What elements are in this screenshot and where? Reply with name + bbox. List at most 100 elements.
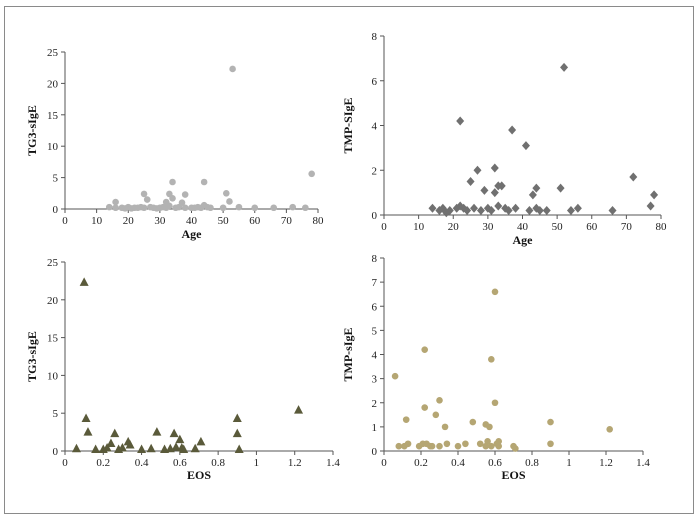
x-tick-label: 0.4 — [135, 457, 149, 469]
data-point — [441, 423, 449, 431]
y-tick-label: 2 — [372, 398, 378, 410]
data-point — [487, 206, 496, 216]
data-point — [504, 206, 513, 216]
x-tick-label: 40 — [186, 215, 198, 227]
data-point — [166, 202, 173, 210]
y-tick-label: 15 — [47, 110, 59, 122]
y-axis-label: TMP-sIgE — [341, 328, 355, 382]
data-point — [480, 185, 489, 195]
data-point — [511, 203, 520, 213]
x-tick-label: 0.8 — [211, 457, 225, 469]
y-tick-label: 5 — [53, 408, 59, 420]
data-point — [105, 203, 113, 211]
data-point — [573, 203, 582, 213]
data-point — [421, 346, 429, 353]
x-tick-label: 0.4 — [451, 457, 465, 469]
data-point — [181, 204, 189, 212]
data-point — [178, 199, 186, 207]
data-point — [421, 404, 429, 411]
data-point — [436, 442, 443, 450]
data-point — [608, 206, 617, 216]
data-point — [486, 423, 493, 431]
data-point — [229, 65, 236, 73]
y-tick-label: 15 — [47, 333, 59, 345]
data-point — [443, 440, 451, 448]
x-axis-label: EOS — [187, 468, 211, 482]
data-point — [200, 178, 208, 186]
x-tick-label: 40 — [517, 221, 529, 233]
x-tick-label: 30 — [482, 221, 494, 233]
data-point — [547, 440, 554, 448]
data-point — [497, 181, 506, 191]
data-point — [547, 418, 554, 426]
data-point — [528, 190, 537, 200]
x-tick-label: 1.2 — [599, 457, 613, 469]
data-point — [488, 356, 495, 363]
data-point — [171, 442, 181, 451]
y-tick-label: 0 — [372, 210, 378, 222]
y-tick-label: 25 — [47, 257, 59, 269]
x-tick-label: 0.8 — [525, 457, 539, 469]
data-point — [140, 204, 148, 212]
x-tick-label: 0 — [62, 457, 68, 469]
data-point — [169, 428, 179, 438]
data-point — [512, 445, 519, 452]
data-point — [454, 442, 462, 450]
data-point — [143, 196, 151, 203]
data-point — [137, 444, 147, 453]
data-point — [83, 427, 93, 436]
data-point — [181, 191, 189, 198]
y-tick-label: 10 — [47, 370, 59, 382]
data-point — [81, 413, 91, 422]
x-tick-label: 0.6 — [173, 457, 187, 469]
data-point — [542, 206, 551, 216]
data-point — [428, 442, 436, 450]
data-point — [532, 183, 541, 193]
data-point — [112, 198, 119, 206]
data-point — [508, 125, 517, 135]
y-axis-label: TG3-sIgE — [25, 331, 39, 382]
y-tick-label: 0 — [372, 446, 378, 458]
data-point — [251, 204, 259, 212]
y-tick-label: 5 — [372, 325, 378, 337]
data-point — [71, 443, 81, 453]
data-point — [302, 204, 309, 212]
data-point — [152, 427, 162, 436]
data-point — [556, 183, 565, 193]
data-point — [606, 425, 613, 433]
x-axis-label: Age — [513, 233, 534, 247]
y-tick-label: 8 — [372, 253, 378, 265]
figure-frame — [4, 6, 694, 514]
data-point — [494, 201, 503, 211]
data-point — [190, 443, 200, 453]
data-point — [484, 438, 491, 445]
y-tick-label: 20 — [47, 78, 59, 90]
data-point — [146, 443, 156, 453]
y-tick-label: 2 — [372, 165, 378, 177]
x-tick-label: 70 — [281, 215, 293, 227]
x-tick-label: 30 — [154, 215, 166, 227]
data-point — [232, 428, 242, 438]
y-tick-label: 3 — [372, 374, 378, 386]
y-tick-label: 4 — [372, 121, 378, 133]
data-point — [535, 206, 544, 216]
data-point — [234, 444, 244, 453]
y-tick-label: 0 — [53, 204, 59, 216]
data-point — [179, 444, 189, 453]
data-point — [117, 442, 127, 452]
data-point — [404, 440, 412, 448]
data-point — [473, 165, 482, 175]
data-point — [490, 188, 499, 198]
data-point — [395, 442, 403, 450]
data-point — [391, 372, 399, 380]
chart-panel-3: 0 5 10 15 20 25 0 0.2 0.4 0.6 0.8 1 1.2 1.4 EOS TG3-sIg… — [25, 257, 340, 482]
data-point — [456, 116, 465, 126]
y-tick-label: 6 — [372, 76, 378, 88]
data-point — [560, 62, 569, 72]
x-tick-label: 0.2 — [414, 457, 428, 469]
x-tick-label: 0 — [62, 215, 68, 227]
data-point — [235, 203, 243, 211]
data-point — [428, 203, 437, 213]
